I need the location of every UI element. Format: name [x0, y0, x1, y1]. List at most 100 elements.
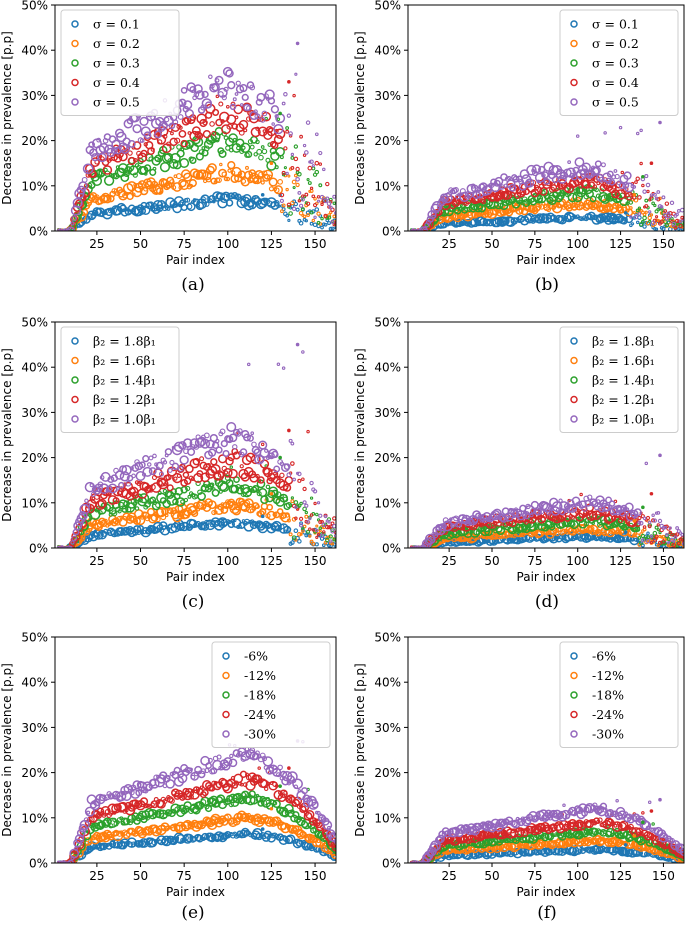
data-point [103, 175, 115, 186]
outlier-point [649, 161, 654, 165]
data-point [258, 154, 264, 161]
data-point [325, 537, 330, 543]
legend-label: β₂ = 1.4β₁ [93, 373, 156, 388]
data-point [205, 165, 215, 175]
data-point [240, 491, 247, 497]
data-point [178, 441, 187, 450]
data-point [211, 441, 220, 449]
legend-marker [71, 98, 79, 106]
data-point [259, 459, 270, 469]
data-point [246, 116, 252, 122]
data-point [334, 226, 336, 230]
data-point [637, 215, 642, 220]
data-point [285, 213, 289, 218]
y-tick-label: 20% [374, 451, 401, 465]
data-point [664, 222, 670, 228]
data-point [640, 219, 645, 224]
data-point [94, 483, 103, 493]
data-point [216, 754, 222, 760]
data-point [680, 532, 684, 537]
data-point [311, 541, 316, 546]
data-point [273, 511, 281, 519]
x-tick-label: 125 [260, 237, 283, 251]
data-point [334, 221, 336, 225]
legend-label: σ = 0.2 [592, 36, 639, 51]
data-point [301, 350, 305, 354]
data-point [311, 194, 316, 199]
data-point [635, 131, 640, 136]
y-axis-label: Decrease in prevalence [p.p] [353, 31, 367, 204]
data-point [143, 164, 152, 172]
data-point [183, 172, 193, 182]
data-point [656, 543, 660, 548]
data-point [225, 199, 234, 207]
data-point [649, 193, 654, 197]
data-point [291, 778, 297, 784]
data-point [197, 522, 206, 531]
data-point [78, 511, 88, 521]
data-point [646, 531, 650, 536]
data-point [640, 533, 646, 539]
data-point [557, 174, 567, 184]
data-point [495, 827, 506, 839]
data-point [280, 770, 288, 778]
plot-frame [54, 321, 337, 549]
data-point [118, 840, 128, 850]
data-point [190, 492, 196, 498]
x-axis-label: Pair index [166, 885, 225, 899]
x-tick-label: 75 [177, 554, 192, 568]
x-tick-label: 50 [133, 237, 148, 251]
data-point [509, 829, 519, 838]
plot-frame [407, 4, 685, 232]
data-point [638, 520, 644, 526]
x-axis-label: Pair index [166, 570, 225, 584]
data-point [251, 441, 257, 448]
data-point [309, 480, 314, 486]
data-point [304, 503, 309, 508]
legend-marker [222, 652, 230, 660]
y-tick-label: 30% [21, 721, 48, 735]
data-point [149, 168, 157, 176]
data-point [283, 790, 288, 795]
data-point [654, 511, 659, 515]
data-point [328, 226, 333, 231]
legend-label: -6% [244, 649, 268, 664]
outlier-point [278, 784, 282, 788]
data-point [304, 514, 309, 519]
data-point [311, 528, 316, 532]
data-point [636, 210, 640, 214]
data-point [230, 174, 240, 183]
plot-frame [54, 636, 337, 864]
data-point [316, 518, 321, 522]
data-point [645, 538, 651, 544]
data-point [635, 526, 641, 532]
data-point [199, 456, 205, 462]
data-point [325, 181, 330, 187]
x-tick-label: 25 [442, 237, 457, 251]
data-point [309, 496, 314, 500]
data-point [666, 211, 671, 215]
x-tick-label: 125 [260, 554, 283, 568]
data-point [589, 195, 597, 203]
data-point [633, 214, 639, 220]
data-point [139, 838, 149, 848]
data-point [308, 527, 312, 531]
data-point [218, 101, 224, 107]
data-point [169, 137, 178, 147]
data-point [168, 158, 179, 169]
data-point [591, 521, 595, 525]
legend-marker [570, 395, 578, 404]
data-point [283, 463, 291, 471]
data-point [209, 433, 218, 443]
x-tick-label: 125 [260, 869, 283, 883]
data-point [292, 185, 296, 190]
y-tick-label: 20% [21, 766, 48, 780]
data-point [297, 539, 302, 544]
data-point [294, 72, 298, 76]
data-point [100, 192, 111, 203]
data-point [318, 519, 323, 525]
data-point [112, 497, 120, 505]
data-point [333, 533, 336, 538]
data-point [222, 468, 233, 478]
data-point [493, 179, 501, 187]
